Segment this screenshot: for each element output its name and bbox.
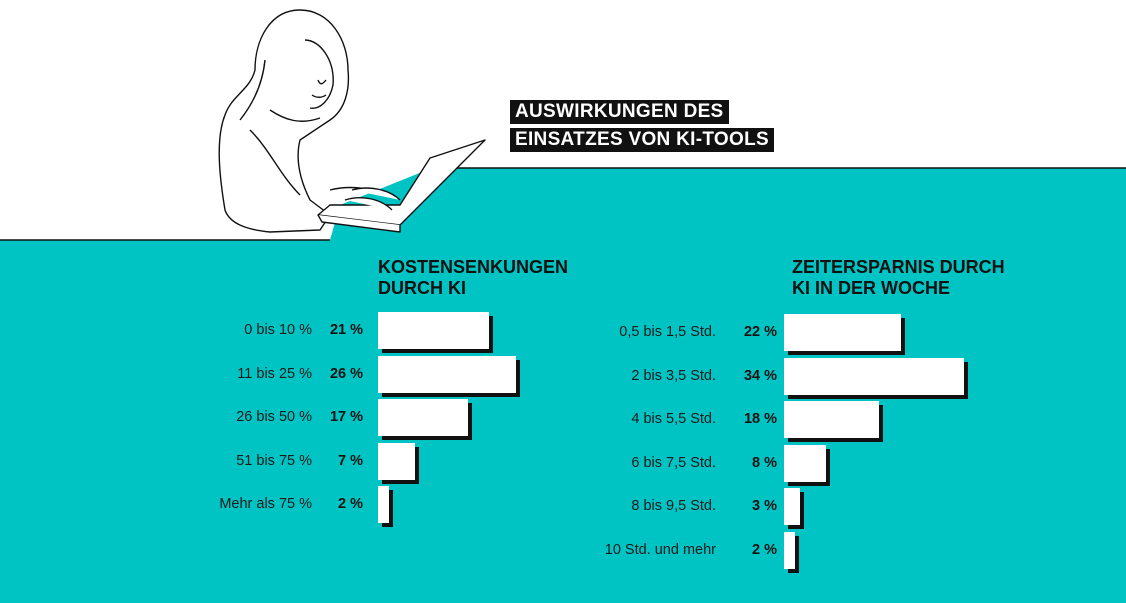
category-label: 0,5 bis 1,5 Std. [619,324,716,340]
value-label: 34 % [743,367,777,384]
bar [784,488,800,525]
category-label: 0 bis 10 % [244,322,312,338]
category-label: 8 bis 9,5 Std. [631,498,716,514]
chart-title-time: ZEITERSPARNIS DURCH KI IN DER WOCHE [792,257,1005,299]
category-label: 11 bis 25 % [237,365,312,382]
value-label: 21 % [329,322,363,338]
bar [784,314,901,351]
category-label: 6 bis 7,5 Std. [631,454,716,471]
category-label: 26 bis 50 % [236,409,312,425]
bar [784,401,880,438]
value-label: 2 % [752,541,777,558]
bar [784,444,827,482]
category-label: 4 bis 5,5 Std. [631,411,716,427]
chart-title-line: ZEITERSPARNIS DURCH [792,257,1005,277]
value-label: 22 % [743,324,777,340]
chart-title-line: KI IN DER WOCHE [792,278,951,298]
value-label: 2 % [338,496,363,512]
title-line-2: EINSATZES VON KI-TOOLS [510,128,774,152]
value-label: 26 % [329,365,363,382]
bar [378,442,416,480]
value-label: 7 % [338,452,363,469]
category-label: Mehr als 75 % [219,496,312,512]
value-label: 17 % [329,409,363,425]
bar [378,399,469,436]
bar [784,357,965,395]
chart-title-line: KOSTENSENKUNGEN [378,257,569,277]
bar [378,312,490,349]
bar [378,486,389,523]
chart-title-costs: KOSTENSENKUNGEN DURCH KI [378,257,568,299]
main-title: AUSWIRKUNGEN DES EINSATZES VON KI-TOOLS [510,100,774,156]
title-line-1: AUSWIRKUNGEN DES [510,100,729,124]
category-label: 2 bis 3,5 Std. [631,367,716,384]
category-label: 51 bis 75 % [236,452,312,469]
bar [784,531,795,569]
woman-laptop-illustration [218,9,486,233]
value-label: 3 % [752,498,777,514]
teal-panel [0,168,1126,603]
chart-title-line: DURCH KI [378,278,466,298]
value-label: 18 % [743,411,777,427]
bar [378,355,516,393]
category-label: 10 Std. und mehr [604,541,716,558]
value-label: 8 % [752,454,777,471]
